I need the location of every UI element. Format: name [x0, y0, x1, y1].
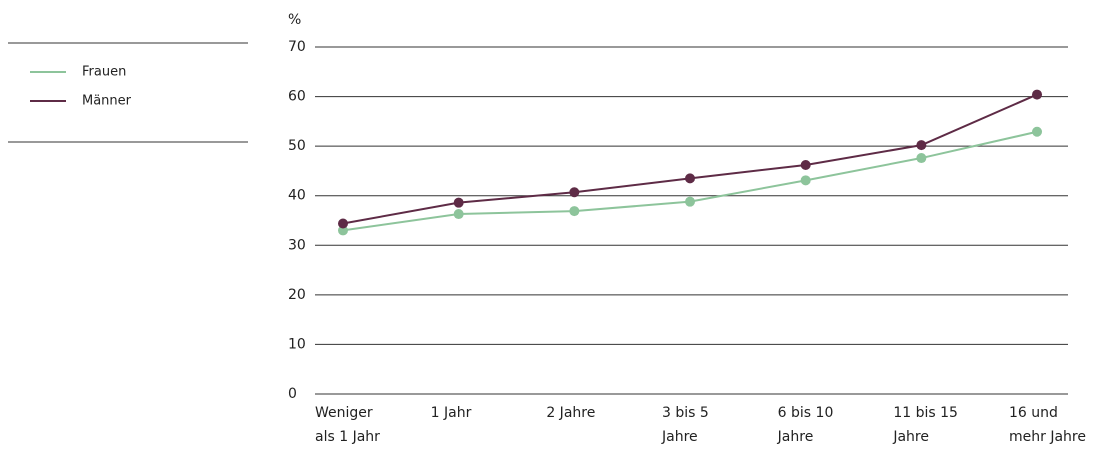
- x-tick-label: 3 bis 5 Jahre: [661, 405, 709, 445]
- data-point: [569, 187, 580, 198]
- data-point: [338, 218, 348, 229]
- y-axis-label: %: [288, 12, 301, 28]
- data-point: [338, 225, 348, 236]
- data-point: [453, 209, 464, 220]
- data-point: [916, 140, 927, 151]
- y-tick-label: 50: [288, 138, 306, 154]
- data-point: [685, 196, 696, 207]
- data-point: [800, 175, 811, 186]
- y-tick-label: 0: [288, 386, 297, 402]
- y-tick-label: 40: [288, 188, 306, 204]
- x-tick-label: Weniger als 1 Jahr: [315, 405, 380, 445]
- y-tick-label: 10: [288, 336, 306, 352]
- data-point: [569, 206, 580, 217]
- y-tick-label: 60: [288, 89, 306, 105]
- x-tick-label: 11 bis 15 Jahre: [892, 405, 958, 445]
- y-tick-label: 20: [288, 287, 306, 303]
- data-point: [453, 197, 464, 208]
- y-tick-label: 70: [288, 39, 306, 55]
- x-tick-label: 2 Jahre: [546, 405, 595, 421]
- data-point: [1032, 89, 1043, 100]
- x-tick-label: 16 und mehr Jahre: [1009, 405, 1086, 445]
- x-tick-label: 6 bis 10 Jahre: [777, 405, 834, 445]
- data-point: [800, 159, 811, 170]
- x-tick-label: 1 Jahr: [431, 405, 472, 421]
- data-point: [916, 153, 927, 164]
- legend-label: Männer: [82, 94, 132, 109]
- data-point: [1032, 126, 1043, 137]
- y-tick-label: 30: [288, 237, 306, 253]
- legend-label: Frauen: [82, 65, 126, 80]
- data-point: [685, 173, 696, 184]
